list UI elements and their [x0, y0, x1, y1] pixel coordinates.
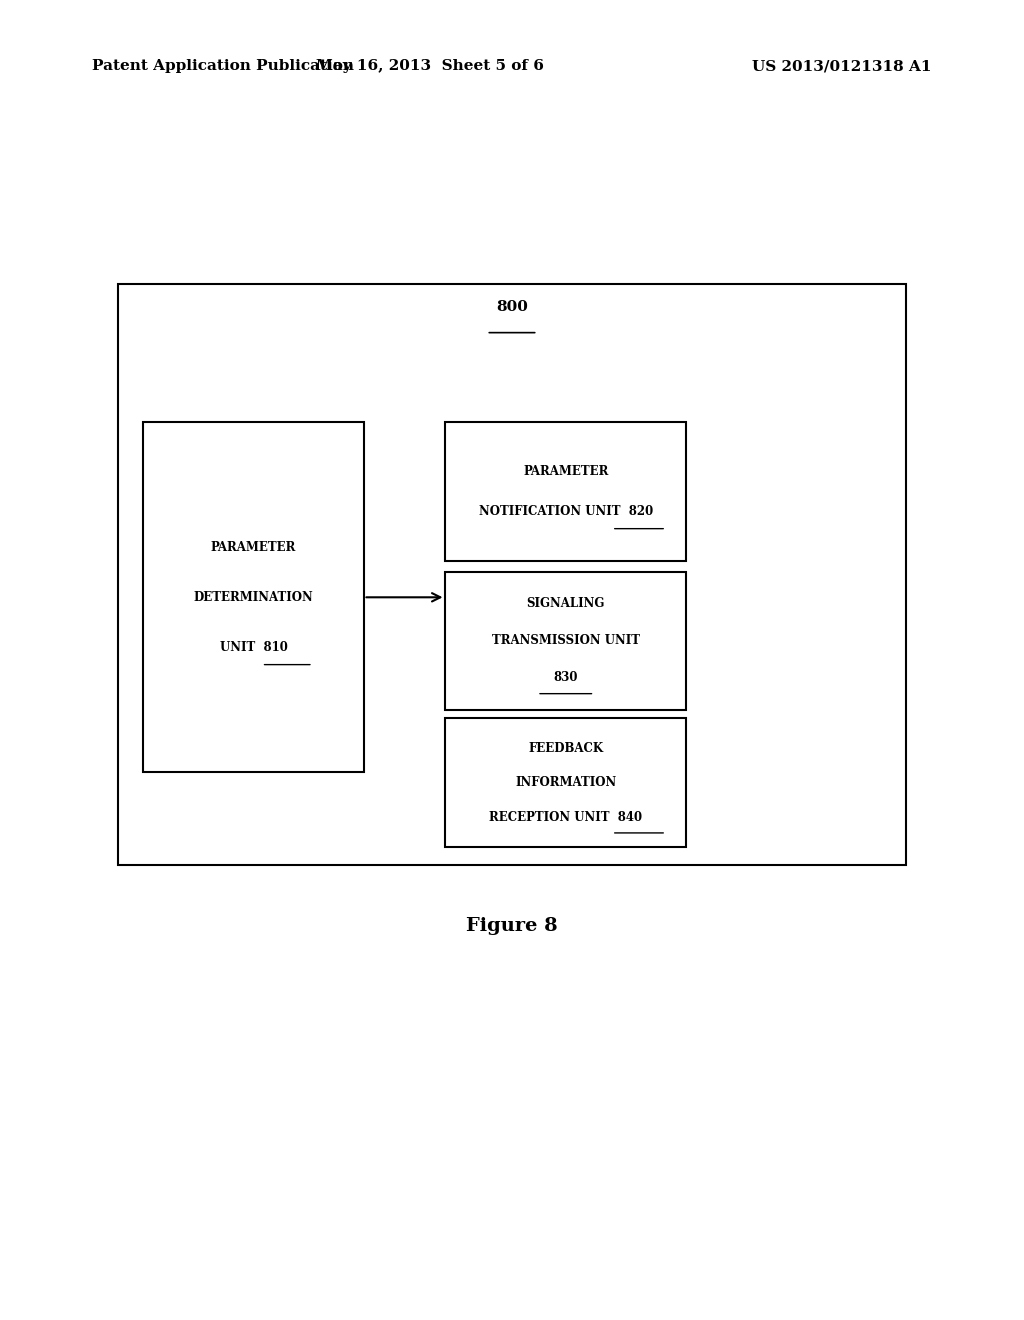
Text: US 2013/0121318 A1: US 2013/0121318 A1	[753, 59, 932, 74]
Text: FEEDBACK: FEEDBACK	[528, 742, 603, 755]
Text: SIGNALING: SIGNALING	[526, 598, 605, 610]
Bar	[143, 422, 364, 772]
Bar	[118, 284, 906, 865]
Text: RECEPTION UNIT  840: RECEPTION UNIT 840	[489, 810, 642, 824]
Text: 800: 800	[496, 300, 528, 314]
Bar	[445, 422, 686, 561]
Text: Figure 8: Figure 8	[466, 917, 558, 936]
Text: 830: 830	[554, 672, 578, 684]
Text: DETERMINATION: DETERMINATION	[194, 591, 313, 603]
Text: PARAMETER: PARAMETER	[523, 466, 608, 478]
Text: PARAMETER: PARAMETER	[211, 541, 296, 553]
Text: Patent Application Publication: Patent Application Publication	[92, 59, 354, 74]
Text: UNIT  810: UNIT 810	[219, 642, 288, 653]
Text: TRANSMISSION UNIT: TRANSMISSION UNIT	[492, 635, 640, 647]
Text: NOTIFICATION UNIT  820: NOTIFICATION UNIT 820	[478, 506, 653, 517]
Bar	[445, 572, 686, 710]
Text: May 16, 2013  Sheet 5 of 6: May 16, 2013 Sheet 5 of 6	[316, 59, 544, 74]
Bar	[445, 718, 686, 847]
Text: INFORMATION: INFORMATION	[515, 776, 616, 789]
